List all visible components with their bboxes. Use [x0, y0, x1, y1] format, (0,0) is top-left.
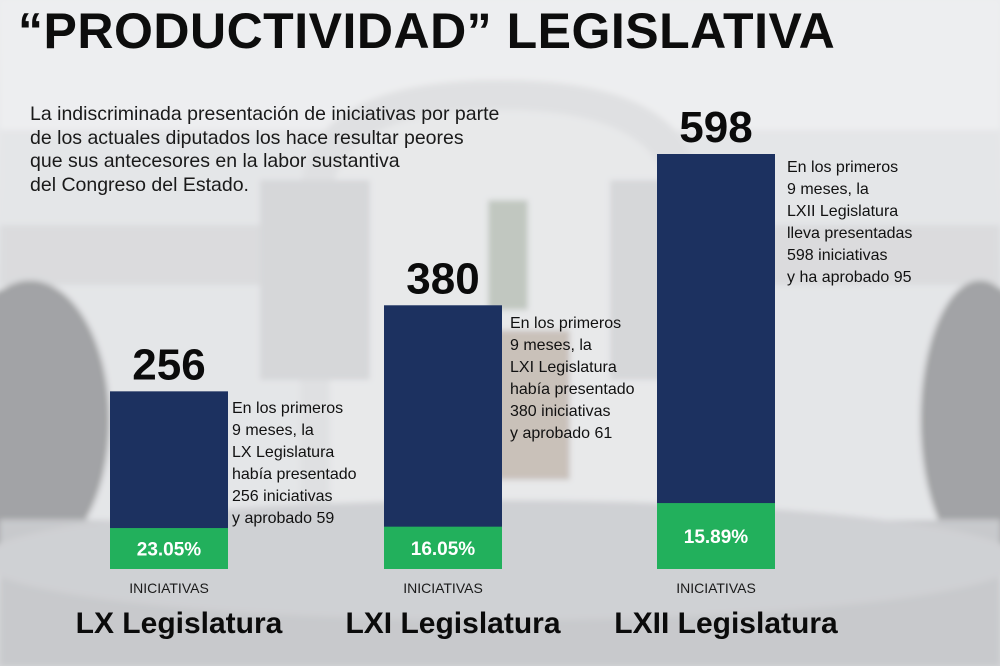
bar-approved-lxii — [657, 503, 775, 569]
annotation-line: En los primeros — [510, 315, 622, 332]
annotation-lxii: En los primeros 9 meses, la LXII Legisla… — [787, 157, 912, 289]
page-title: “PRODUCTIVIDAD” LEGISLATIVA — [18, 3, 836, 59]
annotation-line: y aprobado 61 — [510, 425, 613, 442]
annotation-line: y ha aprobado 95 — [787, 269, 912, 286]
intro-line: La indiscriminada presentación de inicia… — [30, 103, 500, 125]
percent-label-lx: 23.05% — [137, 540, 202, 561]
annotation-lxi: En los primeros 9 meses, la LXI Legislat… — [510, 313, 635, 445]
bar-caption-lxi: INICIATIVAS — [403, 580, 483, 596]
annotation-line: En los primeros — [232, 400, 344, 417]
annotation-lx: En los primeros 9 meses, la LX Legislatu… — [232, 398, 357, 530]
category-label-lxii: LXII Legislatura — [614, 607, 838, 640]
bar-caption-lx: INICIATIVAS — [129, 580, 209, 596]
intro-text: La indiscriminada presentación de inicia… — [30, 103, 590, 197]
bar-presented-lxi — [384, 305, 502, 569]
annotation-line: 380 iniciativas — [510, 403, 611, 420]
category-label-lx: LX Legislatura — [76, 607, 283, 640]
annotation-line: 9 meses, la — [232, 422, 314, 439]
annotation-line: 256 iniciativas — [232, 488, 333, 505]
annotation-line: LX Legislatura — [232, 444, 335, 461]
annotation-line: En los primeros — [787, 159, 899, 176]
bar-approved-lx — [110, 528, 228, 569]
bar-caption-lxii: INICIATIVAS — [676, 580, 756, 596]
percent-label-lxi: 16.05% — [411, 539, 476, 560]
intro-line: que sus antecesores en la labor sustanti… — [30, 150, 400, 172]
intro-line: de los actuales diputados los hace resul… — [30, 126, 464, 149]
annotation-line: y aprobado 59 — [232, 510, 335, 527]
percent-label-lxii: 15.89% — [684, 527, 749, 548]
annotation-line: lleva presentadas — [787, 225, 913, 242]
value-label-lx: 256 — [132, 340, 205, 389]
annotation-line: 9 meses, la — [510, 337, 592, 354]
bar-approved-lxi — [384, 526, 502, 569]
value-label-lxi: 380 — [406, 254, 479, 303]
category-label-lxi: LXI Legislatura — [345, 607, 560, 640]
bar-presented-lxii — [657, 154, 775, 569]
intro-line: del Congreso del Estado. — [30, 173, 249, 196]
annotation-line: había presentado — [232, 466, 357, 483]
annotation-line: LXII Legislatura — [787, 203, 899, 220]
annotation-line: 598 iniciativas — [787, 247, 888, 264]
value-label-lxii: 598 — [679, 103, 752, 152]
annotation-line: había presentado — [510, 381, 635, 398]
annotation-line: LXI Legislatura — [510, 359, 617, 376]
annotation-line: 9 meses, la — [787, 181, 869, 198]
